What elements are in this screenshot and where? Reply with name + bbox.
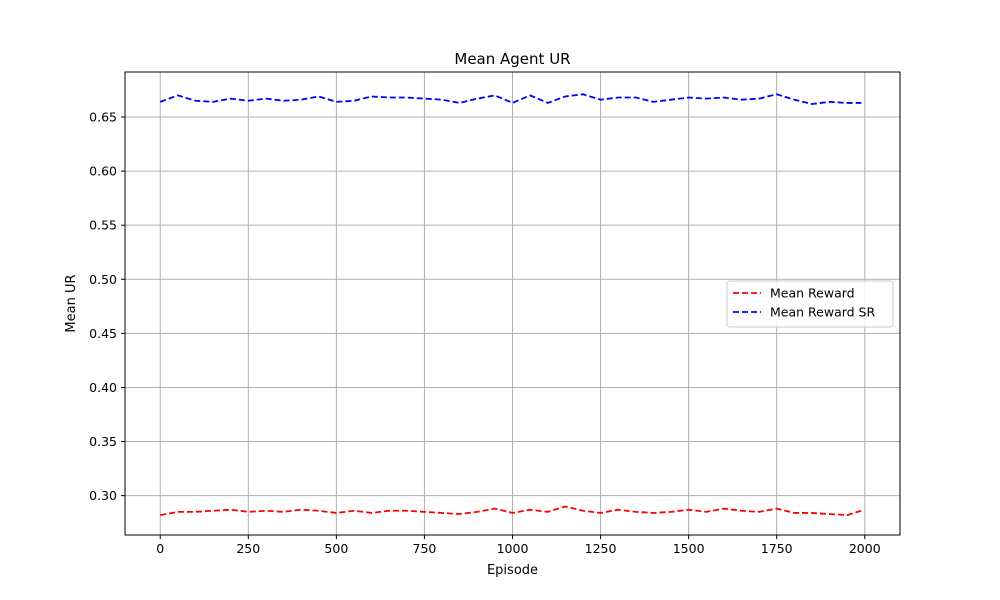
- x-axis-label: Episode: [487, 563, 538, 578]
- y-axis-label: Mean UR: [64, 274, 79, 332]
- legend-box: [726, 280, 894, 328]
- x-tick-label: 1250: [585, 541, 617, 556]
- x-tick-label: 1500: [673, 541, 705, 556]
- y-tick-label: 0.30: [89, 488, 117, 503]
- x-tick-label: 1750: [761, 541, 793, 556]
- y-tick-label: 0.40: [89, 380, 117, 395]
- y-tick-label: 0.65: [89, 110, 117, 125]
- y-tick-label: 0.35: [89, 434, 117, 449]
- legend-label: Mean Reward SR: [770, 305, 875, 320]
- grid: [125, 72, 900, 535]
- x-tick-label: 500: [324, 541, 348, 556]
- chart-title: Mean Agent UR: [454, 50, 570, 68]
- y-axis: 0.30 0.35 0.40 0.45 0.50 0.55 0.60 0.65: [89, 110, 125, 503]
- legend: Mean Reward Mean Reward SR: [726, 280, 894, 328]
- y-tick-label: 0.55: [89, 218, 117, 233]
- legend-label: Mean Reward: [770, 286, 855, 301]
- x-tick-label: 250: [236, 541, 260, 556]
- x-tick-label: 750: [413, 541, 437, 556]
- series-line-mean-reward-sr: [159, 93, 862, 105]
- y-tick-label: 0.60: [89, 164, 117, 179]
- series-lines: [159, 93, 862, 516]
- series-line-mean-reward: [160, 505, 862, 516]
- x-tick-label: 2000: [849, 541, 881, 556]
- y-tick-label: 0.50: [89, 272, 117, 287]
- x-axis: 0 250 500 750 1000 1250 1500 1750 2000: [156, 535, 881, 556]
- y-tick-label: 0.45: [89, 326, 117, 341]
- x-tick-label: 0: [156, 541, 164, 556]
- x-tick-label: 1000: [497, 541, 529, 556]
